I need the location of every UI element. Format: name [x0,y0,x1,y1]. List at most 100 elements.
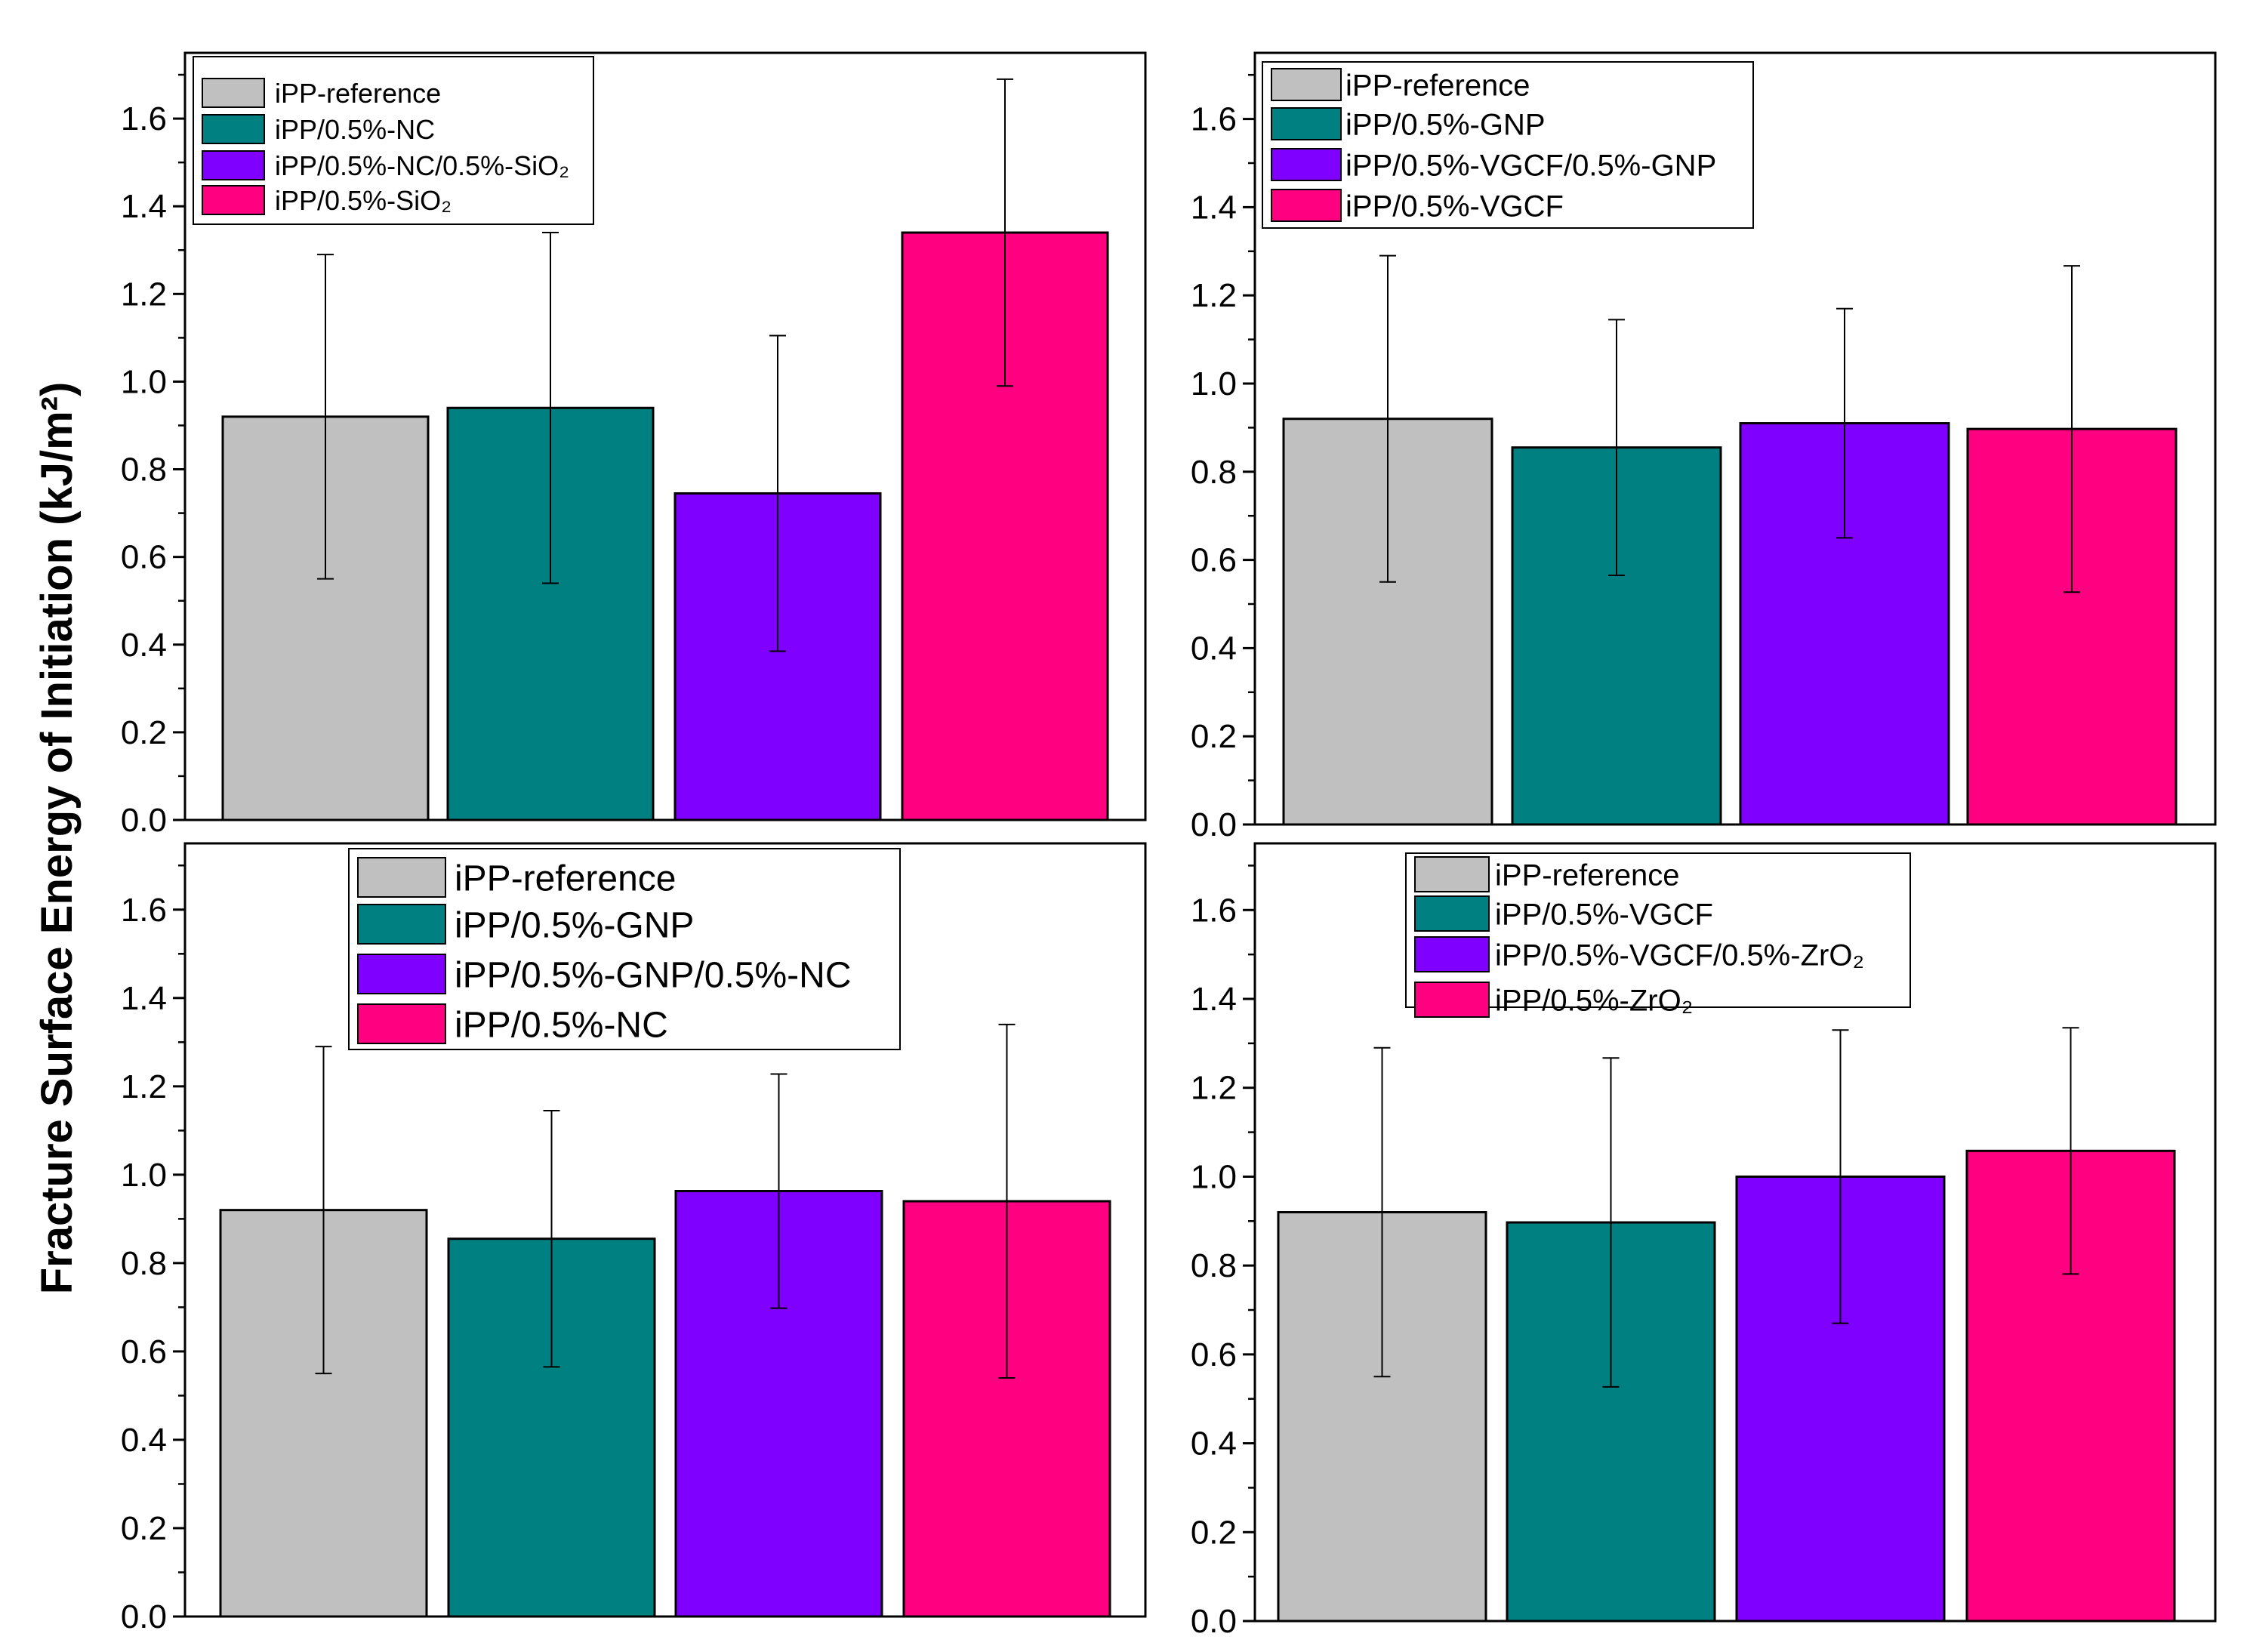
legend: iPP-reference iPP/0.5%-GNP iPP/0.5%-GNP/0.… [348,848,901,1050]
error-bar-1 [1373,1046,1391,1378]
y-tick-label: 0.4 [121,627,167,664]
error-bar-1 [1379,254,1396,583]
y-tick-label: 0.6 [121,539,167,576]
y-tick-label: 1.6 [1191,101,1237,138]
y-tick-label: 1.0 [1191,365,1237,402]
legend-label: iPP/0.5%-NC/0.5%-SiO₂ [275,150,569,181]
y-tick-label: 1.0 [121,363,167,400]
error-bar-2 [1602,1057,1620,1388]
y-tick-label: 0.8 [1191,454,1237,491]
legend-label: iPP-reference [1345,69,1530,102]
legend-swatch [1414,982,1490,1018]
legend-label: iPP/0.5%-GNP [1345,108,1546,141]
y-tick-label: 1.2 [1191,1070,1237,1107]
plot-frame [183,51,1147,821]
legend-label: iPP/0.5%-VGCF/0.5%-ZrO₂ [1495,938,1864,972]
legend-swatch [357,857,446,898]
legend-label: iPP/0.5%-VGCF [1345,190,1564,223]
legend: iPP-reference iPP/0.5%-NC iPP/0.5%-NC/0.5%… [193,56,594,225]
legend-swatch [1271,107,1342,140]
error-bar-3 [770,1073,788,1309]
legend-label: iPP/0.5%-SiO₂ [275,185,452,216]
legend-label: iPP/0.5%-VGCF/0.5%-GNP [1345,149,1716,182]
y-axis-label: Fracture Surface Energy of Initiation (k… [32,382,82,1295]
legend-label: iPP/0.5%-NC [455,1005,668,1045]
legend-swatch [202,150,265,180]
legend-label: iPP/0.5%-GNP/0.5%-NC [455,955,852,995]
legend: iPP-reference iPP/0.5%-GNP iPP/0.5%-VGCF/0… [1262,61,1754,229]
plot-frame [183,842,1147,1618]
y-tick-label: 0.4 [121,1422,167,1459]
chart-panel-4: 0.0 0.2 0.4 0.6 0.8 1.0 1.2 1.4 1.6 iPP-reference… [1191,842,2217,1640]
legend-label: iPP-reference [1495,858,1680,892]
y-tick-label: 1.6 [1191,892,1237,929]
y-tick-label: 1.2 [121,1068,167,1105]
y-tick-label: 0.2 [121,1510,167,1547]
legend-swatch [1414,936,1490,972]
y-tick-label: 0.8 [121,1245,167,1282]
y-tick-label: 0.4 [1191,630,1237,667]
error-bar-3 [769,334,786,652]
y-tick-label: 0.0 [1191,1603,1237,1640]
legend-swatch [1271,189,1342,222]
chart-panel-1: 0.0 0.2 0.4 0.6 0.8 1.0 1.2 1.4 1.6 iPP-reference… [121,51,1147,839]
y-tick-label: 0.6 [1191,1336,1237,1373]
error-bar-3 [1832,1029,1849,1324]
plot-frame [1253,51,2217,826]
error-bar-4 [2064,265,2080,593]
y-tick-label: 0.0 [121,802,167,839]
y-tick-label: 0.2 [1191,718,1237,755]
plot-frame [1253,842,2217,1623]
y-tick-label: 1.4 [1191,189,1237,226]
legend-box [1262,61,1754,229]
error-bar-3 [1836,307,1853,539]
legend-swatch [357,954,446,994]
y-tick-label: 1.4 [121,980,167,1017]
y-tick-label: 1.4 [1191,981,1237,1018]
legend-label: iPP/0.5%-VGCF [1495,898,1713,931]
error-bar-2 [542,232,559,584]
y-tick-label: 1.2 [1191,277,1237,314]
error-bar-1 [317,254,334,580]
legend-swatch [357,904,446,945]
legend-swatch [357,1003,446,1044]
y-tick-label: 0.6 [121,1333,167,1370]
legend-swatch [202,78,265,108]
legend-label: iPP/0.5%-GNP [455,905,694,945]
legend-label: iPP/0.5%-NC [275,114,435,145]
y-tick-label: 1.6 [121,892,167,929]
y-tick-label: 0.8 [1191,1247,1237,1284]
legend-swatch [1271,68,1342,101]
y-tick-label: 1.4 [121,188,167,225]
error-bar-4 [2062,1027,2079,1275]
error-bar-1 [315,1046,332,1375]
y-tick-label: 1.0 [121,1157,167,1194]
legend-swatch [202,185,265,215]
error-bar-2 [543,1110,560,1368]
legend-swatch [1414,895,1490,932]
y-tick-label: 1.6 [121,100,167,137]
legend-label: iPP/0.5%-ZrO₂ [1495,984,1693,1017]
y-tick-label: 0.4 [1191,1425,1237,1462]
chart-panel-3: 0.0 0.2 0.4 0.6 0.8 1.0 1.2 1.4 1.6 iPP-reference… [121,842,1147,1635]
y-tick-label: 1.2 [121,276,167,313]
legend-label: iPP-reference [275,78,441,109]
error-bar-2 [1608,319,1625,577]
error-bar-4 [997,78,1013,387]
y-tick-label: 0.2 [1191,1514,1237,1551]
chart-panel-2: 0.0 0.2 0.4 0.6 0.8 1.0 1.2 1.4 1.6 iPP-reference… [1191,51,2217,843]
legend: iPP-reference iPP/0.5%-VGCF iPP/0.5%-VGCF/… [1405,852,1911,1018]
y-tick-label: 0.2 [121,714,167,751]
y-tick-label: 1.0 [1191,1158,1237,1195]
y-tick-label: 0.6 [1191,542,1237,579]
legend-box [1405,852,1911,1008]
error-bar-4 [998,1023,1016,1379]
legend-swatch [1414,856,1490,892]
legend-label: iPP-reference [455,858,676,898]
legend-swatch [202,114,265,144]
y-tick-label: 0.0 [1191,806,1237,843]
legend-swatch [1271,148,1342,181]
y-tick-label: 0.8 [121,452,167,489]
y-tick-label: 0.0 [121,1598,167,1635]
